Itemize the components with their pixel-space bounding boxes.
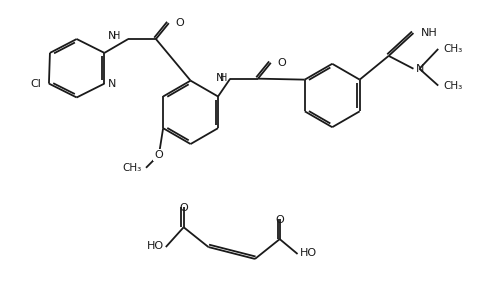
Text: CH₃: CH₃ — [443, 81, 462, 91]
Text: N: N — [108, 79, 117, 88]
Text: O: O — [179, 203, 188, 213]
Text: Cl: Cl — [30, 79, 41, 88]
Text: HO: HO — [300, 248, 317, 258]
Text: N: N — [415, 64, 424, 74]
Text: N: N — [216, 73, 224, 83]
Text: O: O — [176, 18, 185, 28]
Text: O: O — [154, 150, 163, 160]
Text: H: H — [220, 73, 228, 83]
Text: NH: NH — [422, 28, 438, 38]
Text: N: N — [108, 31, 117, 41]
Text: O: O — [275, 215, 284, 225]
Text: H: H — [113, 31, 120, 41]
Text: CH₃: CH₃ — [443, 44, 462, 54]
Text: HO: HO — [147, 241, 164, 251]
Text: CH₃: CH₃ — [123, 163, 142, 173]
Text: O: O — [278, 58, 287, 68]
